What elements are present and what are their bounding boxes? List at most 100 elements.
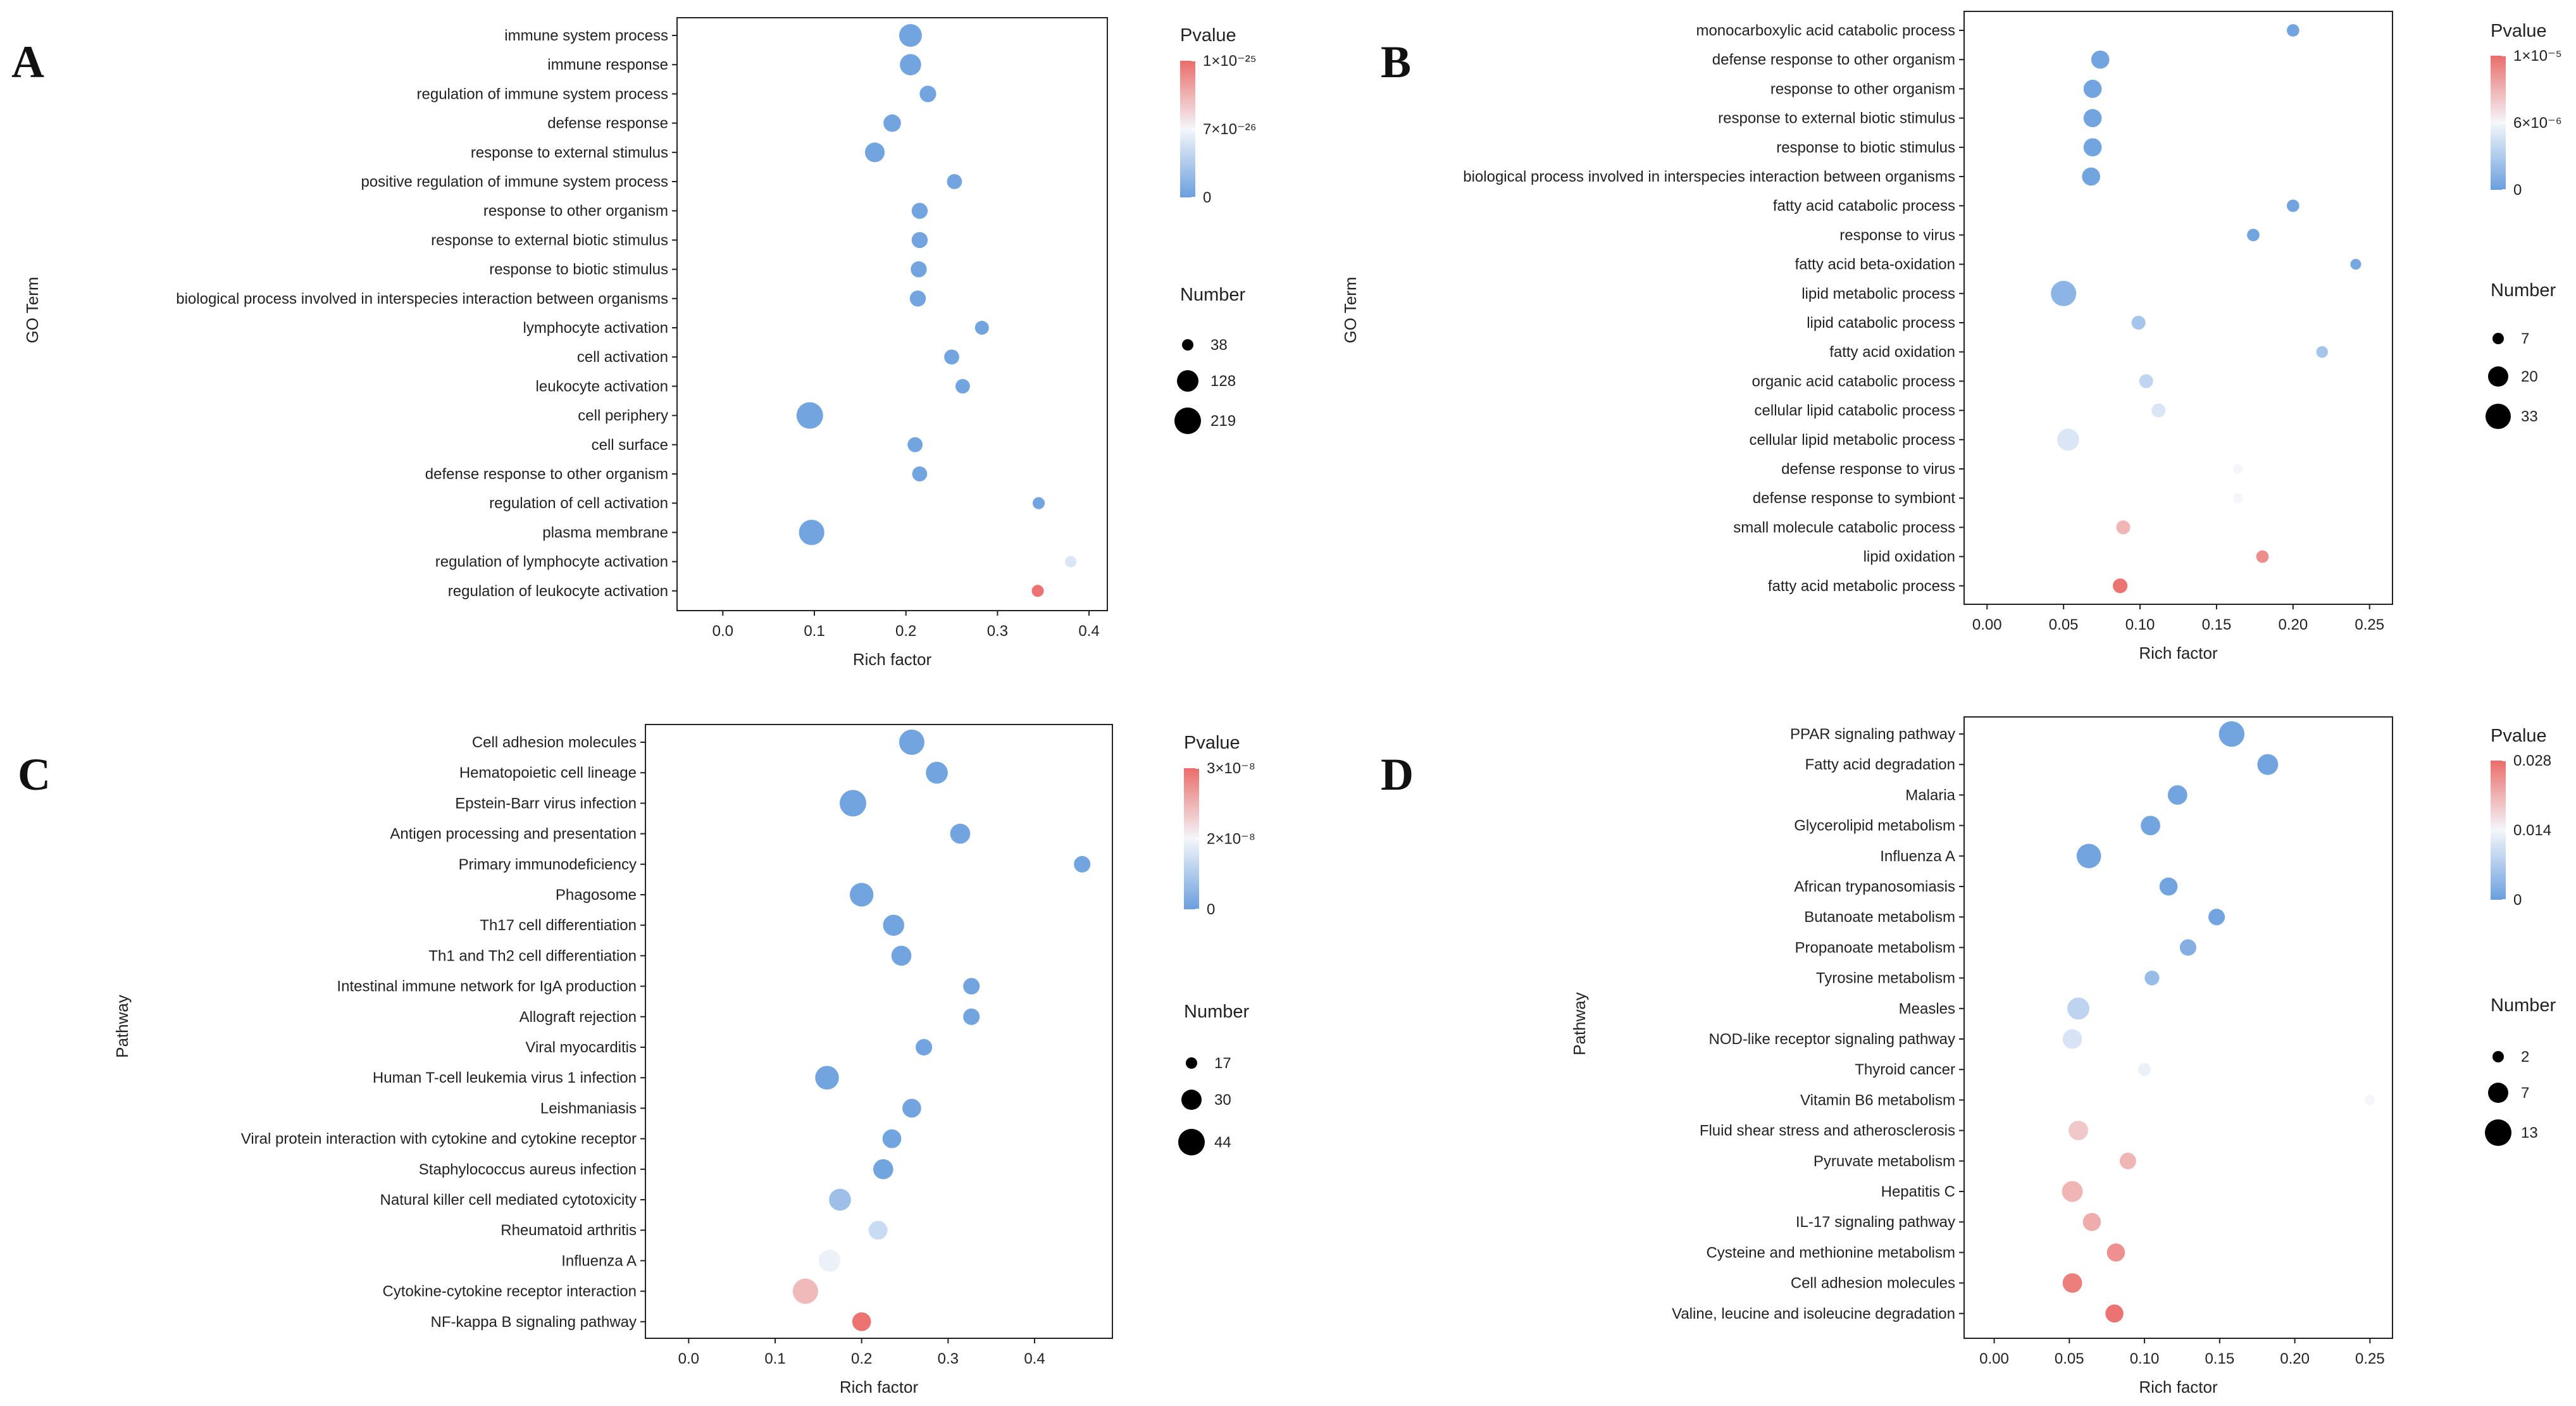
panel-d: PPAR signaling pathway Fatty acid degrada… [1570,716,2556,1397]
data-point [963,978,980,995]
x-axis-title: Rich factor [840,1378,919,1397]
panel-letter-b: B [1381,37,1411,87]
colorbar-label: 0.028 [2513,752,2551,769]
data-point [849,883,874,907]
panel-a: immune system process immune response regu… [23,17,1257,669]
data-point [840,790,866,817]
data-point [2083,109,2102,127]
colorbar-label: 7×10⁻²⁶ [1203,121,1257,138]
data-point [796,402,823,429]
y-tick-label: fatty acid metabolic process [1768,578,1955,595]
y-tick-label: leukocyte activation [536,378,668,395]
y-tick-label: response to external biotic stimulus [1718,110,1955,127]
size-legend-label: 44 [1214,1134,1231,1151]
y-tick-label: response to virus [1839,227,1955,244]
data-point [909,290,926,307]
y-tick-label: response to biotic stimulus [1776,139,1955,156]
x-tick-label: 0.05 [2049,616,2079,633]
data-point [950,823,971,844]
data-point [2119,1152,2136,1169]
data-point [1065,556,1077,568]
y-tick-label: cell periphery [578,407,668,425]
data-point [2286,199,2299,213]
number-legend-title: Number [2491,995,2556,1016]
x-tick-label: 0.20 [2278,616,2308,633]
data-point [919,85,936,103]
size-legend-circle [1182,339,1193,351]
y-tick-label: biological process involved in interspec… [1463,168,1955,185]
y-tick-label: IL-17 signaling pathway [1796,1214,1955,1231]
y-tick-label: biological process involved in interspec… [176,290,668,308]
data-point [2218,721,2245,747]
size-legend-label: 2 [2521,1048,2529,1066]
data-point [963,1008,980,1025]
number-legend-title: Number [2491,280,2556,301]
y-tick-label: immune response [547,56,668,73]
x-tick-label: 0.3 [987,623,1008,640]
x-tick-label: 0.20 [2280,1350,2310,1367]
data-point [2139,374,2153,389]
x-tick-label: 0.1 [804,623,824,640]
data-point [1074,855,1091,873]
data-point [882,1129,902,1148]
x-tick-label: 0.2 [895,623,916,640]
plot-frame [676,17,1108,611]
number-legend-title: Number [1184,1002,1249,1022]
x-tick-label: 0.0 [678,1350,699,1367]
data-point [2067,997,2090,1020]
colorbar-label: 6×10⁻⁶ [2513,115,2562,132]
panel-letter-a: A [11,37,44,87]
y-tick-label: Malaria [1905,787,1955,804]
data-point [911,232,928,249]
data-point [902,1098,921,1118]
x-tick-label: 0.15 [2202,616,2232,633]
y-tick-label: Staphylococcus aureus infection [419,1161,637,1178]
data-point [2233,493,2243,503]
colorbar-label: 0 [2513,182,2522,199]
data-point [2057,428,2079,451]
panel-b: monocarboxylic acid catabolic process def… [1341,11,2562,663]
size-legend-circle [1177,370,1198,392]
data-point [883,114,901,132]
y-tick-label: Pyruvate metabolism [1814,1153,1955,1170]
y-tick-label: fatty acid oxidation [1829,344,1955,361]
data-point [2113,578,2128,594]
y-tick-label: Tyrosine metabolism [1816,970,1955,987]
y-tick-label: lipid catabolic process [1807,314,1955,332]
y-tick-label: immune system process [504,27,668,44]
data-point [2062,1029,2082,1049]
y-tick-label: Allograft rejection [520,1009,637,1026]
data-point [2062,1273,2082,1293]
data-point [2159,877,2178,896]
y-tick-label: cell surface [592,437,668,454]
data-point [900,54,921,75]
y-tick-label: response to other organism [1770,80,1955,97]
y-tick-label: defense response to other organism [1712,51,1955,68]
size-legend-circle [2488,366,2508,387]
y-tick-label: Hepatitis C [1881,1183,1955,1200]
size-legend-circle [2486,404,2511,429]
y-tick-label: Vitamin B6 metabolism [1800,1092,1955,1109]
size-legend-label: 33 [2521,408,2538,425]
y-tick-label: Th1 and Th2 cell differentiation [428,947,637,964]
size-legend-label: 30 [1214,1092,1231,1109]
data-point [818,1250,841,1272]
y-tick-label: regulation of immune system process [417,85,669,103]
panel-letter-d: D [1381,749,1414,800]
x-tick-label: 0.4 [1078,623,1099,640]
y-tick-label: Cell adhesion molecules [472,734,637,751]
data-point [2144,970,2160,986]
data-point [852,1312,871,1331]
plot-frame [1963,716,2393,1339]
pvalue-legend-title: Pvalue [2491,726,2547,746]
y-tick-label: defense response to other organism [425,466,668,483]
y-axis-title: GO Term [23,277,42,344]
y-axis-title: Pathway [113,995,132,1058]
data-point [2131,315,2146,330]
data-point [2083,80,2102,98]
y-tick-label: response to external biotic stimulus [431,232,668,249]
data-point [883,914,904,936]
y-tick-label: fatty acid beta-oxidation [1795,256,1956,273]
y-tick-label: Viral myocarditis [525,1039,637,1056]
y-tick-label: defense response to symbiont [1753,490,1956,507]
